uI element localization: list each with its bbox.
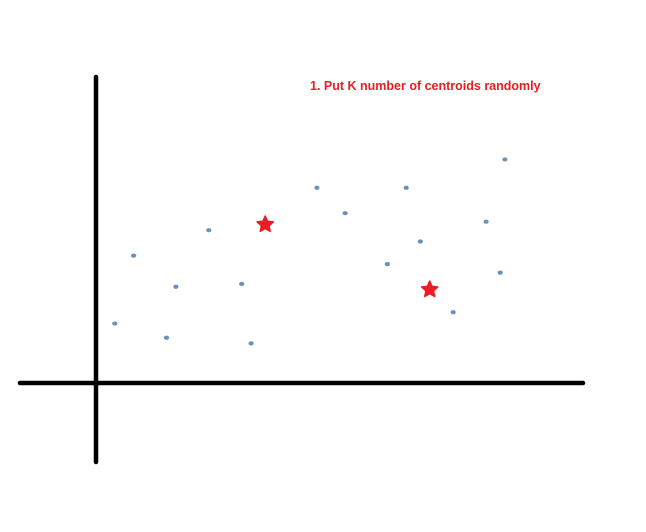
axes <box>17 74 586 465</box>
marks <box>112 157 508 346</box>
data-point-9 <box>342 211 348 216</box>
data-point-1 <box>112 321 118 326</box>
data-point-14 <box>483 219 489 224</box>
data-point-6 <box>239 281 245 287</box>
data-point-13 <box>450 310 456 315</box>
data-point-3 <box>163 335 170 340</box>
data-point-5 <box>206 228 212 233</box>
data-point-7 <box>248 341 254 346</box>
data-point-11 <box>403 185 409 190</box>
data-point-15 <box>497 270 503 275</box>
step-caption: 1. Put K number of centroids randomly <box>310 79 541 93</box>
centroid-star-1 <box>256 215 275 233</box>
data-point-10 <box>384 262 390 267</box>
data-point-4 <box>173 284 179 289</box>
data-point-8 <box>314 185 320 190</box>
centroid-star-2 <box>420 280 439 298</box>
data-point-16 <box>502 157 508 162</box>
data-point-2 <box>131 253 137 258</box>
data-point-12 <box>417 239 423 244</box>
